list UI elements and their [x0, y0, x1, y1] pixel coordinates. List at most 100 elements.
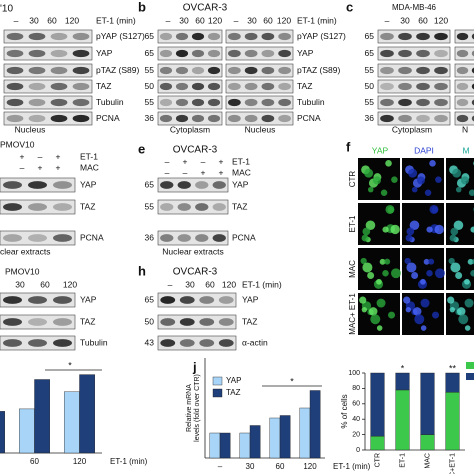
label: YAP: [96, 48, 113, 58]
blot-band: [199, 318, 215, 326]
bar-segment: [420, 434, 435, 451]
bar: [209, 432, 221, 459]
blot-band: [244, 114, 258, 123]
label: –: [14, 15, 19, 25]
blot-strip: [3, 111, 93, 126]
label: e: [138, 141, 145, 156]
bar-segment: [420, 372, 435, 435]
cell-nucleus: [416, 176, 425, 185]
label: +: [20, 151, 25, 161]
cell-nucleus: [467, 258, 474, 265]
blot-band: [278, 66, 291, 75]
label: 30: [185, 279, 195, 289]
label: 120: [277, 15, 291, 25]
x-tick-label: ET-1: [399, 453, 406, 468]
bar: [34, 379, 51, 454]
blot-band: [177, 181, 191, 189]
blot-band: [261, 49, 275, 58]
blot-band: [177, 203, 191, 211]
blot-strip: [225, 29, 294, 44]
cell-nucleus: [429, 204, 439, 214]
blot-strip: [157, 63, 223, 78]
bar: [249, 425, 261, 459]
cell-nucleus: [405, 306, 412, 313]
blot-band: [3, 339, 22, 347]
blot-band: [278, 82, 291, 91]
label: PMOV10: [5, 266, 40, 276]
label: 30: [179, 15, 189, 25]
label: OVCAR-3: [183, 3, 228, 14]
label: +: [56, 151, 61, 161]
cell-nucleus: [450, 227, 459, 236]
blot-band: [278, 114, 291, 123]
blot-band: [244, 98, 258, 107]
label: +: [201, 167, 206, 177]
blot-band: [212, 234, 226, 242]
blot-band: [50, 82, 68, 91]
label: YAP: [372, 145, 389, 155]
label: 60: [418, 15, 428, 25]
bar-segment: [395, 372, 410, 391]
blot-band: [179, 339, 195, 347]
blot-band: [228, 66, 241, 75]
blot-band: [28, 318, 47, 326]
label: 60: [263, 15, 273, 25]
blot-band: [175, 66, 189, 75]
blot-strip: [225, 63, 294, 78]
label: –: [38, 151, 43, 161]
blot-band: [160, 181, 174, 189]
blot-band: [207, 114, 221, 123]
label: 120: [63, 279, 77, 289]
blot-strip: [225, 46, 294, 61]
blot-band: [380, 49, 394, 58]
blot-band: [398, 98, 412, 107]
blot-band: [160, 296, 176, 304]
x-tick-label: 60: [30, 457, 39, 466]
blot-band: [175, 98, 189, 107]
cell-nucleus: [367, 186, 374, 193]
blot-strip: [454, 79, 474, 94]
blot-band: [160, 234, 174, 242]
blot-band: [207, 32, 221, 41]
label: 120: [65, 15, 79, 25]
blot-strip: [157, 292, 237, 308]
label: '10: [0, 4, 13, 15]
blot-band: [175, 82, 189, 91]
blot-band: [261, 82, 275, 91]
cell-nucleus: [455, 186, 462, 193]
blot-band: [471, 50, 474, 57]
blot-band: [228, 114, 241, 123]
bar-segment: [395, 389, 410, 451]
label: –: [385, 15, 390, 25]
label: 50: [145, 316, 155, 326]
label: 65: [365, 48, 375, 58]
blot-strip: [157, 230, 229, 246]
blot-band: [212, 203, 226, 211]
blot-band: [456, 66, 469, 75]
blot-band: [159, 49, 173, 58]
blot-band: [179, 296, 195, 304]
blot-band: [53, 203, 72, 211]
blot-band: [28, 66, 46, 75]
label: ET-1 (min): [96, 15, 136, 25]
label: ET-1: [80, 151, 98, 161]
blot-band: [195, 203, 209, 211]
cell-nucleus: [456, 307, 466, 316]
cell-nucleus: [391, 268, 401, 279]
significance: *: [401, 363, 405, 373]
blot-band: [28, 339, 47, 347]
cell-nucleus: [365, 220, 376, 231]
label: DAPI: [414, 145, 434, 155]
label: 55: [365, 97, 375, 107]
label: MAC: [80, 162, 99, 172]
blot-band: [199, 339, 215, 347]
cell-nucleus: [361, 306, 368, 313]
blot-strip: [0, 314, 76, 330]
legend-label: TAZ: [226, 388, 241, 397]
y-tick-label: 60: [352, 401, 360, 408]
cell-nucleus: [447, 296, 455, 304]
cell-nucleus: [464, 298, 474, 308]
y-tick-label: 20: [352, 431, 360, 438]
label: pTAZ (S89): [297, 65, 340, 75]
